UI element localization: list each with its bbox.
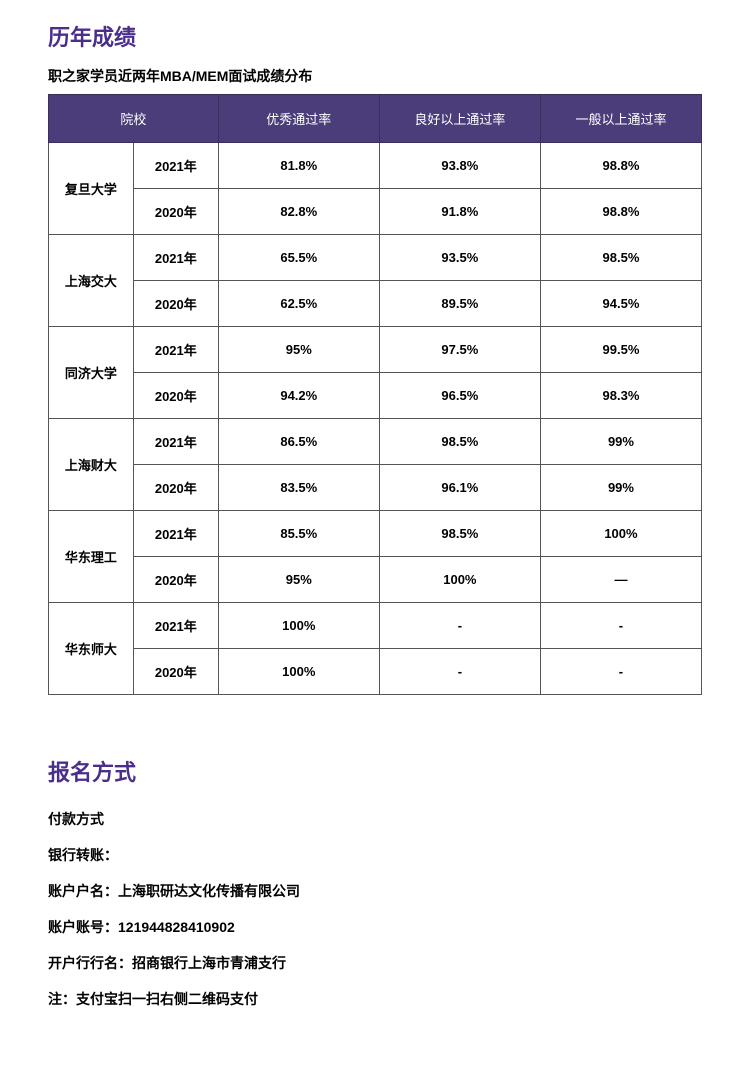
table-header-row: 院校 优秀通过率 良好以上通过率 一般以上通过率	[49, 95, 702, 143]
info-line: 开户行行名：招商银行上海市青浦支行	[48, 953, 702, 973]
value-cell: 98.5%	[379, 419, 540, 465]
info-line: 账户户名：上海职研达文化传播有限公司	[48, 881, 702, 901]
table-row: 2020年62.5%89.5%94.5%	[49, 281, 702, 327]
year-cell: 2021年	[133, 235, 218, 281]
info-line: 注：支付宝扫一扫右侧二维码支付	[48, 989, 702, 1009]
year-cell: 2021年	[133, 419, 218, 465]
info-line: 银行转账：	[48, 845, 702, 865]
section-title-registration: 报名方式	[48, 755, 702, 787]
value-cell: 83.5%	[218, 465, 379, 511]
table-row: 2020年94.2%96.5%98.3%	[49, 373, 702, 419]
value-cell: -	[379, 649, 540, 695]
value-cell: 100%	[218, 649, 379, 695]
table-row: 2020年100%--	[49, 649, 702, 695]
value-cell: 95%	[218, 327, 379, 373]
year-cell: 2020年	[133, 465, 218, 511]
value-cell: 94.5%	[540, 281, 701, 327]
value-cell: 100%	[218, 603, 379, 649]
table-row: 上海交大2021年65.5%93.5%98.5%	[49, 235, 702, 281]
value-cell: 98.8%	[540, 189, 701, 235]
section-title-results: 历年成绩	[48, 20, 702, 52]
school-name-cell: 华东理工	[49, 511, 134, 603]
value-cell: 62.5%	[218, 281, 379, 327]
table-row: 上海财大2021年86.5%98.5%99%	[49, 419, 702, 465]
table-row: 2020年95%100%—	[49, 557, 702, 603]
value-cell: 96.1%	[379, 465, 540, 511]
value-cell: 98.5%	[540, 235, 701, 281]
value-cell: 100%	[379, 557, 540, 603]
value-cell: 93.8%	[379, 143, 540, 189]
year-cell: 2021年	[133, 603, 218, 649]
value-cell: 99%	[540, 419, 701, 465]
col-school: 院校	[49, 95, 219, 143]
year-cell: 2021年	[133, 327, 218, 373]
subtitle: 职之家学员近两年MBA/MEM面试成绩分布	[48, 66, 702, 86]
table-row: 复旦大学2021年81.8%93.8%98.8%	[49, 143, 702, 189]
value-cell: 98.8%	[540, 143, 701, 189]
value-cell: -	[379, 603, 540, 649]
school-name-cell: 华东师大	[49, 603, 134, 695]
value-cell: 96.5%	[379, 373, 540, 419]
year-cell: 2020年	[133, 373, 218, 419]
page: 历年成绩 职之家学员近两年MBA/MEM面试成绩分布 院校 优秀通过率 良好以上…	[0, 0, 750, 1065]
info-line: 付款方式	[48, 809, 702, 829]
year-cell: 2020年	[133, 189, 218, 235]
results-table: 院校 优秀通过率 良好以上通过率 一般以上通过率 复旦大学2021年81.8%9…	[48, 94, 702, 695]
school-name-cell: 同济大学	[49, 327, 134, 419]
value-cell: -	[540, 603, 701, 649]
value-cell: 97.5%	[379, 327, 540, 373]
value-cell: 65.5%	[218, 235, 379, 281]
col-good: 良好以上通过率	[379, 95, 540, 143]
value-cell: 99.5%	[540, 327, 701, 373]
school-name-cell: 上海财大	[49, 419, 134, 511]
col-normal: 一般以上通过率	[540, 95, 701, 143]
value-cell: 98.3%	[540, 373, 701, 419]
value-cell: 98.5%	[379, 511, 540, 557]
value-cell: 82.8%	[218, 189, 379, 235]
value-cell: 85.5%	[218, 511, 379, 557]
value-cell: 99%	[540, 465, 701, 511]
value-cell: 94.2%	[218, 373, 379, 419]
value-cell: 95%	[218, 557, 379, 603]
value-cell: -	[540, 649, 701, 695]
school-name-cell: 复旦大学	[49, 143, 134, 235]
table-row: 2020年82.8%91.8%98.8%	[49, 189, 702, 235]
value-cell: 81.8%	[218, 143, 379, 189]
table-row: 华东师大2021年100%--	[49, 603, 702, 649]
value-cell: 91.8%	[379, 189, 540, 235]
school-name-cell: 上海交大	[49, 235, 134, 327]
value-cell: 89.5%	[379, 281, 540, 327]
year-cell: 2020年	[133, 649, 218, 695]
table-row: 华东理工2021年85.5%98.5%100%	[49, 511, 702, 557]
info-line: 账户账号：121944828410902	[48, 917, 702, 937]
table-row: 同济大学2021年95%97.5%99.5%	[49, 327, 702, 373]
value-cell: 86.5%	[218, 419, 379, 465]
value-cell: —	[540, 557, 701, 603]
year-cell: 2020年	[133, 557, 218, 603]
value-cell: 93.5%	[379, 235, 540, 281]
year-cell: 2020年	[133, 281, 218, 327]
year-cell: 2021年	[133, 143, 218, 189]
year-cell: 2021年	[133, 511, 218, 557]
col-excellent: 优秀通过率	[218, 95, 379, 143]
registration-section: 报名方式 付款方式银行转账： 账户户名：上海职研达文化传播有限公司账户账号：121…	[48, 755, 702, 1009]
table-row: 2020年83.5%96.1%99%	[49, 465, 702, 511]
value-cell: 100%	[540, 511, 701, 557]
